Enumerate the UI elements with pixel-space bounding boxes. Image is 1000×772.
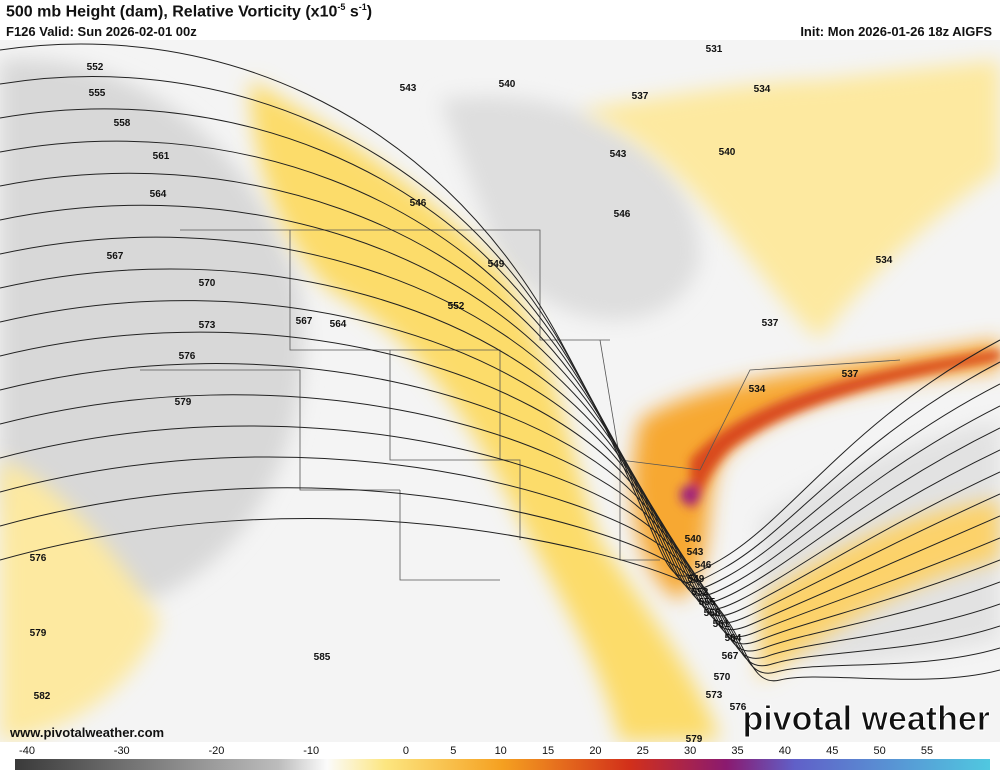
contour-label: 543 <box>400 83 417 94</box>
init-time: Init: Mon 2026-01-26 18z AIGFS <box>800 24 992 39</box>
title-unit-exp: -1 <box>358 2 367 12</box>
contour-label: 576 <box>30 553 47 564</box>
contour-label: 555 <box>89 88 106 99</box>
colorbar-tick-label: -10 <box>303 745 319 757</box>
contour-label: 552 <box>87 62 104 73</box>
title-exp: -5 <box>337 2 346 12</box>
contour-label: 534 <box>754 84 771 95</box>
colorbar-tick-label: 25 <box>637 745 649 757</box>
contour-label: 546 <box>410 198 427 209</box>
colorbar-scale <box>15 759 990 770</box>
contour-label: 567 <box>722 651 739 662</box>
contour-label: 537 <box>632 91 649 102</box>
colorbar-tick-label: 0 <box>403 745 409 757</box>
contour-label: 567 <box>296 316 313 327</box>
contour-line <box>0 518 1000 682</box>
contour-label: 552 <box>692 587 709 598</box>
contour-label: 540 <box>719 147 736 158</box>
contour-line <box>0 363 1000 645</box>
colorbar-tick-label: 20 <box>589 745 601 757</box>
website: www.pivotalweather.com <box>9 725 164 740</box>
contour-label: 579 <box>30 628 47 639</box>
contour-label: 531 <box>706 44 723 55</box>
contour-label: 540 <box>499 79 516 90</box>
contour-line <box>0 487 1000 674</box>
contour-label: 582 <box>34 691 51 702</box>
contour-label: 555 <box>699 597 716 608</box>
colorbar: -40 -30 -20 -10 0 5 10 15 20 25 30 35 40 45 50 55 <box>15 745 990 770</box>
contour-label: 573 <box>706 690 723 701</box>
contour-line <box>0 172 1000 603</box>
contour-label: 570 <box>714 672 731 683</box>
colorbar-tick-label: 35 <box>731 745 743 757</box>
vorticity-shading <box>0 60 1000 742</box>
colorbar-tick-label: 50 <box>874 745 886 757</box>
contour-label: 543 <box>610 149 627 160</box>
colorbar-tick-label: -40 <box>19 745 35 757</box>
contour-label: 567 <box>107 251 124 262</box>
colorbar-tick-label: 5 <box>450 745 456 757</box>
contour-label: 576 <box>179 351 196 362</box>
colorbar-tick-label: 45 <box>826 745 838 757</box>
contour-line <box>0 108 1000 590</box>
title-text: 500 mb Height (dam), Relative Vorticity … <box>6 3 338 21</box>
contour-label: 558 <box>114 118 131 129</box>
contour-label: 537 <box>762 318 779 329</box>
contour-line <box>0 456 1000 667</box>
colorbar-tick-label: 40 <box>779 745 791 757</box>
title-end: ) <box>366 3 373 21</box>
colorbar-tick-label: -20 <box>209 745 225 757</box>
contour-label: 540 <box>685 534 702 545</box>
contour-label: 564 <box>150 189 167 200</box>
contour-label: 579 <box>686 734 703 742</box>
vorticity-max <box>680 350 1000 510</box>
title: 500 mb Height (dam), Relative Vorticity … <box>6 2 372 21</box>
contour-label: 543 <box>687 547 704 558</box>
contour-label: 552 <box>448 301 465 312</box>
colorbar-tick-label: 30 <box>684 745 696 757</box>
contour-label: 576 <box>730 702 747 713</box>
contour-label: 537 <box>842 369 859 380</box>
contour-label: 549 <box>688 574 705 585</box>
logo: pivotal weather <box>742 700 990 738</box>
height-contours <box>0 43 1000 682</box>
colorbar-tick-label: -30 <box>114 745 130 757</box>
contour-label: 570 <box>199 278 216 289</box>
contour-label: 579 <box>175 397 192 408</box>
contour-label: 546 <box>695 560 712 571</box>
contour-line <box>0 236 1000 617</box>
contour-label: 534 <box>876 255 893 266</box>
contour-label: 561 <box>713 619 730 630</box>
contour-label: 573 <box>199 320 216 331</box>
contour-label: 585 <box>314 652 331 663</box>
contour-label: 546 <box>614 209 631 220</box>
colorbar-tick-label: 55 <box>921 745 933 757</box>
contour-label: 558 <box>704 608 721 619</box>
contour-line <box>0 394 1000 652</box>
contour-label: 564 <box>330 319 347 330</box>
contour-label: 564 <box>725 633 742 644</box>
contour-label: 549 <box>488 259 505 270</box>
colorbar-tick-label: 15 <box>542 745 554 757</box>
title-unit: s <box>345 3 359 21</box>
contour-line <box>0 425 1000 659</box>
colorbar-tick-label: 10 <box>495 745 507 757</box>
valid-time: F126 Valid: Sun 2026-02-01 00z <box>6 24 197 39</box>
contour-label: 561 <box>153 151 170 162</box>
contour-line <box>0 140 1000 597</box>
contour-line <box>0 43 1000 577</box>
contour-label: 534 <box>749 384 766 395</box>
contour-line <box>0 75 1000 584</box>
